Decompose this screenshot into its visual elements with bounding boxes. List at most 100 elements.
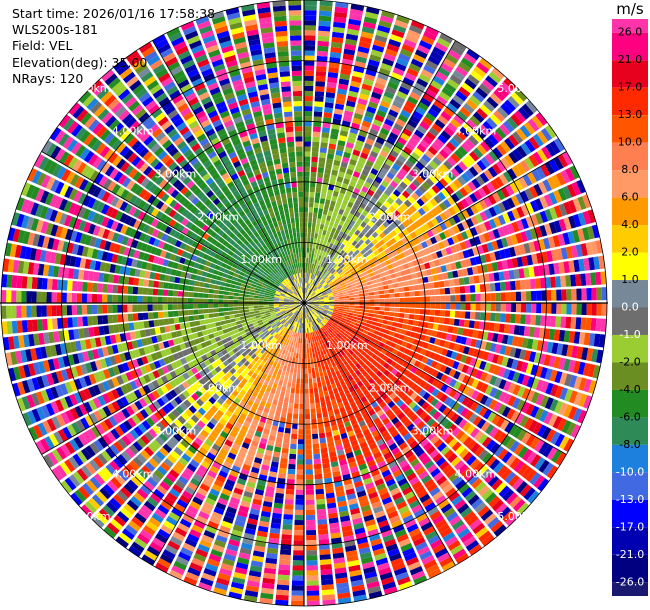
gate-cell xyxy=(147,226,155,236)
gate-cell xyxy=(267,439,275,447)
gate-cell xyxy=(172,310,179,317)
gate-cell xyxy=(450,303,456,310)
gate-cell xyxy=(110,196,120,207)
gate-cell xyxy=(161,193,170,203)
gate-cell xyxy=(141,338,148,347)
gate-cell xyxy=(243,300,249,303)
gate-cell xyxy=(275,281,281,286)
gate-cell xyxy=(281,386,287,392)
gate-cell xyxy=(227,434,236,443)
gate-cell xyxy=(343,388,350,395)
gate-cell xyxy=(293,268,296,275)
gate-cell xyxy=(512,477,524,491)
gate-cell xyxy=(241,378,248,385)
gate-cell xyxy=(237,374,244,382)
gate-cell xyxy=(113,274,120,284)
gate-cell xyxy=(334,347,340,354)
gate-cell xyxy=(107,294,113,303)
gate-cell xyxy=(163,458,174,468)
gate-cell xyxy=(176,499,188,509)
gate-cell xyxy=(363,450,372,459)
gate-cell xyxy=(426,445,436,455)
gate-cell xyxy=(377,519,390,529)
gate-cell xyxy=(151,380,160,389)
gate-cell xyxy=(470,338,477,348)
gate-cell xyxy=(165,473,177,483)
gate-cell xyxy=(114,425,125,437)
gate-cell xyxy=(367,528,379,537)
gate-cell xyxy=(193,218,202,226)
gate-cell xyxy=(160,524,173,535)
gate-cell xyxy=(304,348,307,354)
gate-cell xyxy=(388,316,394,322)
gate-cell xyxy=(285,316,290,321)
gate-cell xyxy=(546,341,554,354)
gate-cell xyxy=(269,532,280,540)
gate-cell xyxy=(337,592,351,600)
gate-cell xyxy=(304,368,308,374)
gate-cell xyxy=(501,406,511,418)
gate-cell xyxy=(217,497,228,506)
gate-cell xyxy=(380,492,391,501)
gate-cell xyxy=(107,230,115,241)
gate-cell xyxy=(51,292,57,303)
gate-cell xyxy=(223,291,230,296)
gate-cell xyxy=(63,330,70,341)
gate-cell xyxy=(161,100,173,111)
gate-cell xyxy=(272,276,278,281)
gate-cell xyxy=(396,437,405,447)
gate-cell xyxy=(176,443,187,453)
gate-cell xyxy=(568,406,578,420)
gate-cell xyxy=(111,183,121,195)
gate-cell xyxy=(85,167,96,180)
gate-cell xyxy=(79,178,89,191)
gate-cell xyxy=(315,330,319,336)
gate-cell xyxy=(374,326,381,332)
gate-cell xyxy=(266,552,278,560)
gate-cell xyxy=(75,419,86,432)
gate-cell xyxy=(62,426,73,440)
gate-cell xyxy=(318,539,330,545)
gate-cell xyxy=(114,105,127,118)
gate-cell xyxy=(177,351,185,359)
gate-cell xyxy=(276,253,281,260)
gate-cell xyxy=(272,451,281,458)
gate-cell xyxy=(464,356,473,365)
gate-cell xyxy=(382,581,397,591)
gate-cell xyxy=(27,363,36,377)
gate-cell xyxy=(131,340,139,349)
gate-cell xyxy=(185,220,193,229)
gate-cell xyxy=(563,438,574,453)
gate-cell xyxy=(255,285,262,289)
gate-cell xyxy=(248,513,259,521)
gate-cell xyxy=(407,319,414,326)
gate-cell xyxy=(537,478,550,492)
gate-cell xyxy=(491,353,500,364)
gate-cell xyxy=(364,303,370,306)
gate-cell xyxy=(379,401,387,409)
gate-cell xyxy=(416,327,423,334)
gate-cell xyxy=(475,369,484,380)
gate-cell xyxy=(187,505,199,515)
gate-cell xyxy=(505,437,516,450)
gate-cell xyxy=(263,391,270,398)
gate-cell xyxy=(279,297,285,300)
gate-cell xyxy=(197,251,205,258)
gate-cell xyxy=(250,466,260,474)
gate-cell xyxy=(460,336,468,345)
gate-cell xyxy=(166,425,176,436)
gate-cell xyxy=(142,224,151,234)
gate-cell xyxy=(221,217,229,225)
gate-cell xyxy=(379,303,385,307)
gate-cell xyxy=(270,290,276,294)
gate-cell xyxy=(269,281,275,286)
gate-cell xyxy=(415,377,423,386)
gate-cell xyxy=(97,453,108,466)
gate-cell xyxy=(422,342,429,349)
gate-cell xyxy=(258,520,270,528)
gate-cell xyxy=(452,360,460,370)
gate-cell xyxy=(153,319,160,327)
gate-cell xyxy=(410,383,419,391)
gate-cell xyxy=(278,270,283,276)
gate-cell xyxy=(252,498,262,506)
